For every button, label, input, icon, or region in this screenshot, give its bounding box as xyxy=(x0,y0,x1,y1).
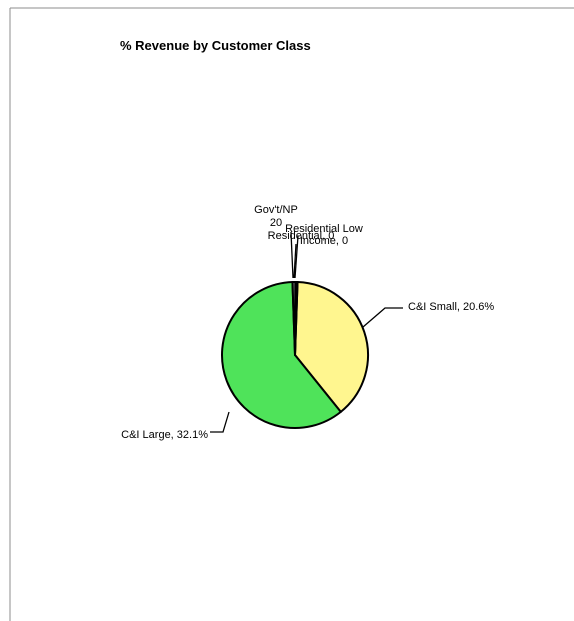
pie-slices xyxy=(221,281,369,429)
slice-label-line: 20 xyxy=(270,217,282,229)
slice-labels: C&I Small, 20.6% C&I Large, 32.1% Gov't/NP… xyxy=(121,204,494,441)
slice-label-line: Gov't/NP xyxy=(254,204,298,216)
leader-lines xyxy=(210,231,403,433)
slice-label-residential-low-income: Residential Low Income, 0 xyxy=(285,223,363,247)
pie-slice-residential-low-income xyxy=(294,281,299,356)
slice-label-c-i-small: C&I Small, 20.6% xyxy=(408,301,494,313)
leader-line-c-i-large xyxy=(210,411,230,433)
leader-line-gov-t-np xyxy=(290,231,294,279)
leader-line-residential-low-income xyxy=(294,235,299,279)
slice-label-gov-t-np: Gov't/NP 20 xyxy=(254,204,298,229)
leader-line-residential xyxy=(293,243,297,279)
leader-line-c-i-small xyxy=(362,307,403,328)
pie-slice-c-i-small xyxy=(294,281,369,413)
slice-label-line: Residential Low xyxy=(285,223,363,235)
pie-slice-c-i-large xyxy=(221,281,342,429)
slice-label-c-i-large: C&I Large, 32.1% xyxy=(121,429,208,441)
slice-label-residential: Residential, 0 xyxy=(268,230,335,242)
chart-title: % Revenue by Customer Class xyxy=(120,38,311,53)
slice-label-line: Income, 0 xyxy=(300,235,348,247)
